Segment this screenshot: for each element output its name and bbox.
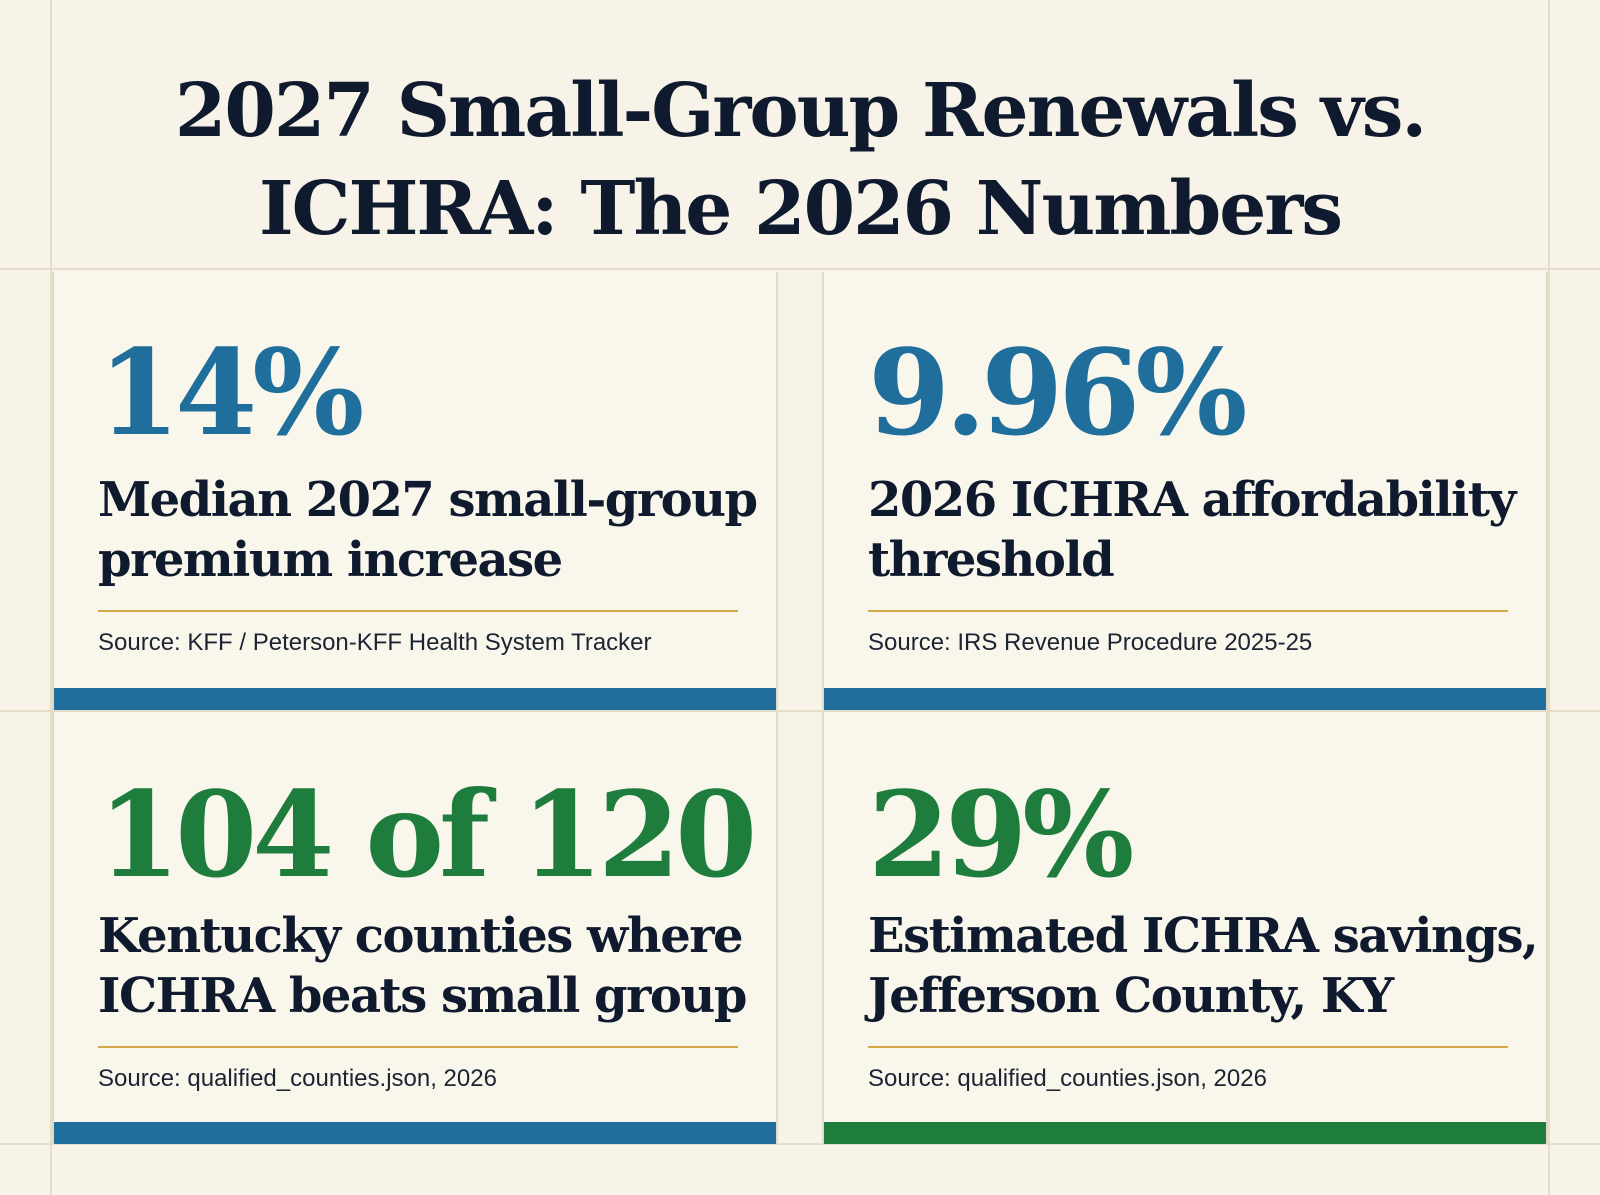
stat-label: Estimated ICHRA savings, Jefferson Count… bbox=[868, 908, 1539, 1024]
stat-source: Source: KFF / Peterson-KFF Health System… bbox=[98, 629, 652, 656]
divider-rule bbox=[98, 610, 738, 612]
accent-bar bbox=[54, 1122, 776, 1144]
accent-bar bbox=[54, 688, 776, 710]
stat-source: Source: qualified_counties.json, 2026 bbox=[868, 1065, 1267, 1092]
page-title: 2027 Small-Group Renewals vs. ICHRA: The… bbox=[174, 68, 1427, 252]
stat-value: 14% bbox=[98, 323, 364, 462]
stat-label: Median 2027 small-group premium increase bbox=[98, 472, 758, 588]
stat-card-affordability-threshold: 9.96% 2026 ICHRA affordability threshold… bbox=[822, 272, 1548, 710]
stat-source: Source: IRS Revenue Procedure 2025-25 bbox=[868, 629, 1313, 656]
stat-value: 104 of 120 bbox=[98, 765, 757, 904]
grid-line bbox=[50, 0, 52, 1195]
divider-rule bbox=[98, 1046, 738, 1048]
accent-bar bbox=[824, 1122, 1546, 1144]
grid-line bbox=[0, 268, 1600, 270]
stat-card-premium-increase: 14% Median 2027 small-group premium incr… bbox=[52, 272, 778, 710]
grid-line bbox=[1548, 0, 1550, 1195]
stat-card-jefferson-savings: 29% Estimated ICHRA savings, Jefferson C… bbox=[822, 712, 1548, 1144]
stat-source: Source: qualified_counties.json, 2026 bbox=[98, 1065, 497, 1092]
stat-value: 9.96% bbox=[868, 323, 1248, 462]
divider-rule bbox=[868, 1046, 1508, 1048]
grid-line bbox=[0, 710, 1600, 712]
stat-value: 29% bbox=[868, 765, 1134, 904]
stat-label: 2026 ICHRA affordability threshold bbox=[868, 472, 1516, 588]
stat-label: Kentucky counties where ICHRA beats smal… bbox=[98, 908, 747, 1024]
accent-bar bbox=[824, 688, 1546, 710]
stat-card-kentucky-counties: 104 of 120 Kentucky counties where ICHRA… bbox=[52, 712, 778, 1144]
divider-rule bbox=[868, 610, 1508, 612]
grid-line bbox=[0, 1143, 1600, 1145]
